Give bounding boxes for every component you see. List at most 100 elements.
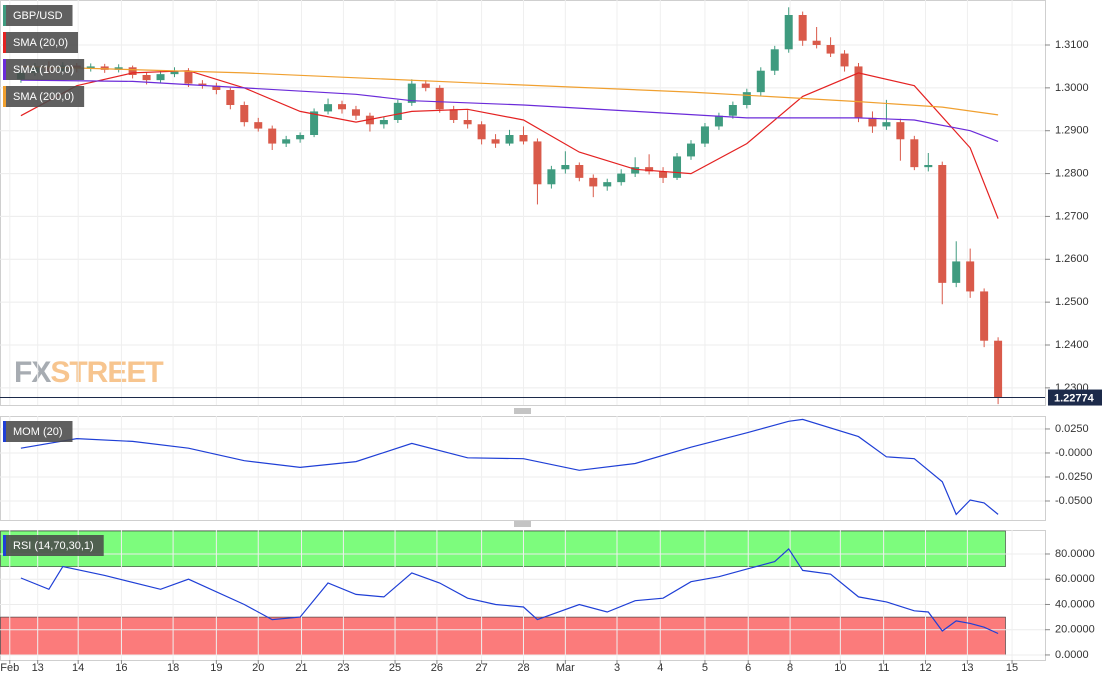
candle-body <box>673 156 682 178</box>
legend-box <box>3 32 79 53</box>
x-tick-label: 27 <box>475 662 487 674</box>
candle-body <box>407 83 416 103</box>
candle-body <box>756 70 765 93</box>
x-tick-label: 20 <box>252 662 264 674</box>
candle-body <box>561 165 570 170</box>
y-tick-label: 0.0250 <box>1055 423 1089 435</box>
line-series <box>20 65 999 116</box>
y-tick-label: 80.0000 <box>1055 548 1095 560</box>
y-tick-label: 1.2700 <box>1055 210 1089 222</box>
legend-box <box>3 421 73 442</box>
legend-swatch <box>3 86 6 107</box>
legend-swatch <box>3 32 6 53</box>
candle-body <box>868 117 877 127</box>
legend-entry: GBP/USD <box>3 5 73 26</box>
candle-body <box>128 67 137 75</box>
resize-handle[interactable] <box>514 408 531 414</box>
y-tick-label: 1.2900 <box>1055 125 1089 137</box>
legend-swatch <box>3 421 6 442</box>
candle-body <box>994 340 1003 398</box>
candle-body <box>86 66 95 69</box>
candle-body <box>282 139 291 144</box>
legend-entry: SMA (100,0) <box>3 59 85 80</box>
y-tick-label: 1.2800 <box>1055 167 1089 179</box>
x-tick-label: 23 <box>337 662 349 674</box>
x-tick-label: 8 <box>787 662 793 674</box>
candle-body <box>826 45 835 54</box>
candle-body <box>505 135 514 144</box>
candle-body <box>142 75 151 81</box>
x-tick-label: 13 <box>32 662 44 674</box>
x-tick-label: 13 <box>961 662 973 674</box>
x-tick-label: Mar <box>556 662 575 674</box>
candle-body <box>686 143 695 157</box>
candle-body <box>254 122 263 129</box>
candle-body <box>617 173 626 183</box>
candle-body <box>421 83 430 88</box>
x-tick-label: 21 <box>295 662 307 674</box>
legend-box <box>3 5 73 26</box>
candle-body <box>156 74 165 81</box>
candle-body <box>449 109 458 120</box>
y-tick-label: -0.0000 <box>1055 447 1092 459</box>
candle-body <box>170 70 179 75</box>
y-tick-label: 60.0000 <box>1055 573 1095 585</box>
candle-body <box>910 139 919 168</box>
legend-entry: MOM (20) <box>3 421 73 442</box>
candle-body <box>547 169 556 185</box>
candle-body <box>491 139 500 144</box>
resize-handle[interactable] <box>514 521 531 527</box>
watermark-street: STREET <box>50 356 163 389</box>
candle-body <box>784 15 793 50</box>
y-tick-label: 40.0000 <box>1055 598 1095 610</box>
candle-body <box>659 171 668 178</box>
x-tick-label: 10 <box>834 662 846 674</box>
candle-body <box>728 105 737 116</box>
legend-swatch <box>3 5 6 26</box>
x-tick-label: 14 <box>72 662 84 674</box>
candle-body <box>184 70 193 84</box>
legend-label: SMA (100,0) <box>13 64 74 76</box>
y-tick-label: 20.0000 <box>1055 624 1095 636</box>
x-tick-label: 19 <box>210 662 222 674</box>
line-series <box>20 79 999 142</box>
candle-body <box>296 135 305 140</box>
x-tick-label: 28 <box>517 662 529 674</box>
x-tick-label: 16 <box>115 662 127 674</box>
candle-body <box>840 53 849 67</box>
oversold-zone <box>0 616 1006 656</box>
y-tick-label: 1.2400 <box>1055 339 1089 351</box>
candle-body <box>603 182 612 187</box>
x-tick-label: Feb <box>0 662 19 674</box>
candle-body <box>896 122 905 140</box>
candle-body <box>351 109 360 116</box>
legend-label: MOM (20) <box>13 426 63 438</box>
candle-body <box>114 67 123 70</box>
last-price-label: 1.22774 <box>1054 392 1095 404</box>
x-tick-label: 5 <box>702 662 708 674</box>
overbought-zone <box>0 530 1006 567</box>
x-tick-label: 4 <box>657 662 663 674</box>
legend-entry: SMA (200,0) <box>3 86 85 107</box>
last-price-box <box>1048 389 1102 406</box>
candle-body <box>463 120 472 125</box>
candle-body <box>714 115 723 127</box>
candle-body <box>770 49 779 71</box>
candle-body <box>198 83 207 86</box>
labels: 1.23001.24001.25001.26001.27001.28001.29… <box>0 5 1102 674</box>
data <box>0 7 1045 635</box>
line-series <box>20 547 999 635</box>
x-tick-label: 25 <box>389 662 401 674</box>
watermark: FXSTREET <box>14 356 163 389</box>
candle-body <box>854 66 863 118</box>
y-tick-label: -0.0250 <box>1055 471 1092 483</box>
y-tick-label: 1.2500 <box>1055 296 1089 308</box>
candle-body <box>798 15 807 41</box>
candle-body <box>589 177 598 187</box>
candle-body <box>742 92 751 105</box>
candle-body <box>700 126 709 144</box>
candle-body <box>645 167 654 172</box>
candle-body <box>980 291 989 341</box>
candle-body <box>379 120 388 125</box>
